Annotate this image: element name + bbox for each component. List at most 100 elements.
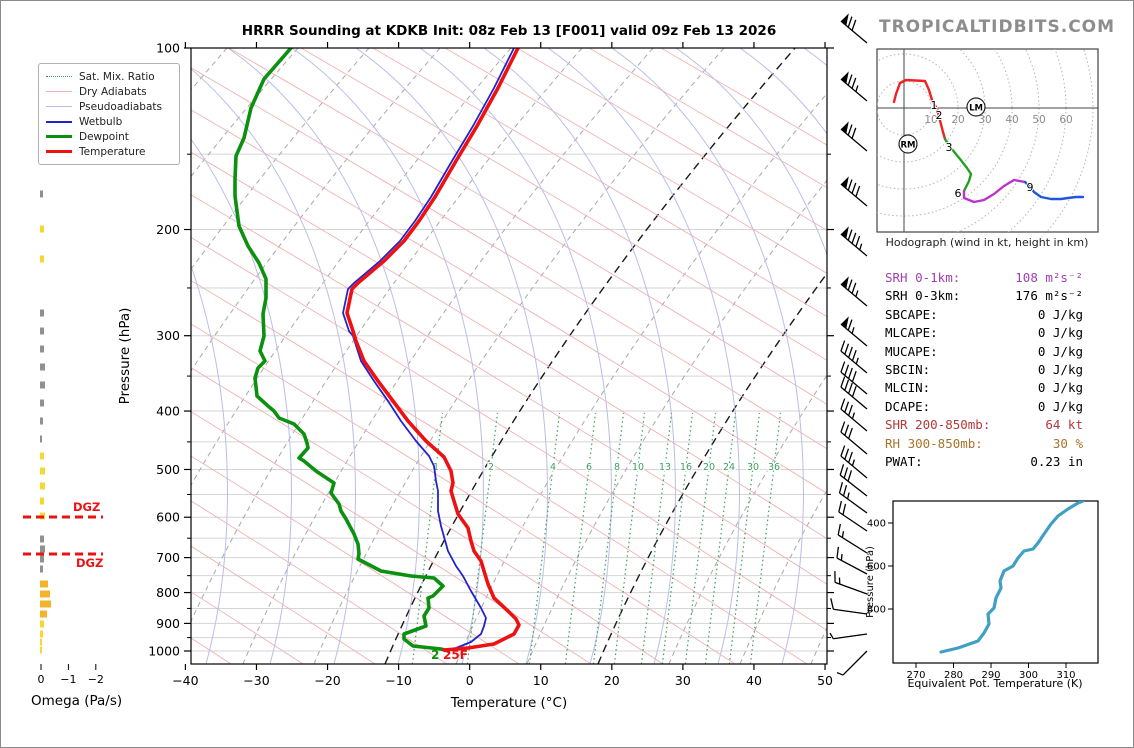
hodograph-plot: 10 20 30 40 50 60 12 3 6 9 LM RM — [876, 48, 1099, 233]
wind-barb — [839, 464, 868, 497]
index-value: 0 J/kg — [1037, 398, 1083, 414]
index-value: 0 J/kg — [1037, 380, 1083, 396]
omega-bar — [40, 565, 43, 573]
x-axis-label: Temperature (°C) — [450, 695, 568, 711]
omega-bar — [40, 646, 42, 654]
index-value: 0.23 in — [1030, 454, 1083, 470]
skewt-background-lines: 1 2 4 6 8 10 13 16 20 24 30 36 — [191, 48, 827, 664]
theta-e-curve — [939, 501, 1085, 654]
index-value: 0 J/kg — [1037, 362, 1083, 378]
omega-bar — [40, 482, 45, 490]
index-row: SBCIN: 0 J/kg — [885, 361, 1083, 379]
index-label: MUCAPE: — [885, 343, 938, 359]
index-row: SBCAPE: 0 J/kg — [885, 306, 1083, 324]
omega-tick-label: 0 — [38, 673, 45, 686]
omega-bar — [40, 620, 44, 628]
omega-bar — [40, 255, 44, 263]
wind-barb — [840, 445, 868, 479]
storm-motion-marker-label: RM — [900, 141, 915, 151]
temp-tick-label: 40 — [746, 673, 762, 688]
main-title: HRRR Sounding at KDKB Init: 08z Feb 13 [… — [242, 23, 776, 39]
mixing-ratio-label: 4 — [550, 462, 556, 473]
index-row: DCAPE: 0 J/kg — [885, 398, 1083, 416]
index-value: 0 J/kg — [1037, 343, 1083, 359]
index-label: MLCIN: — [885, 380, 931, 396]
omega-bar — [40, 467, 45, 475]
wind-barb — [840, 340, 868, 374]
wind-barb — [829, 632, 868, 640]
pressure-tick-label: 200 — [156, 222, 180, 237]
omega-bar — [40, 555, 44, 563]
wind-barb — [840, 376, 868, 410]
hodograph-height-label: 3 — [946, 141, 953, 154]
legend-line-sample — [46, 106, 72, 107]
hodograph-ring-label: 50 — [1032, 114, 1045, 126]
mixing-ratio-label: 13 — [659, 462, 671, 473]
theta-e-chart: 400 600 800 270 280 290 300 310 Equivalent Pot.… — [865, 500, 1099, 690]
hodograph-ring-label: 40 — [1005, 114, 1018, 126]
theta-e-pressure-tick: 600 — [867, 562, 886, 573]
legend-line-sample — [46, 135, 72, 138]
mixing-ratio-label: 6 — [586, 462, 592, 473]
pressure-tick-label: 700 — [156, 550, 180, 565]
legend-line-sample — [46, 91, 72, 92]
hodograph-ring-label: 60 — [1059, 114, 1072, 126]
severe-indices-panel: SRH 0-1km: 108 m²s⁻² SRH 0-3km: 176 m²s⁻² … — [885, 269, 1083, 471]
pressure-tick-label: 800 — [156, 585, 180, 600]
omega-tick-label: −2 — [88, 673, 104, 686]
omega-bar — [40, 630, 43, 638]
wind-barb — [834, 571, 868, 595]
omega-bar — [40, 435, 42, 443]
temp-tick-label: 20 — [604, 673, 620, 688]
index-value: 0 J/kg — [1037, 306, 1083, 322]
legend-item: Pseudoadiabats — [46, 99, 171, 114]
omega-bar — [40, 452, 44, 460]
dgz-label-upper: DGZ — [73, 500, 100, 514]
storm-motion-marker — [966, 97, 986, 117]
wind-barb — [840, 226, 868, 257]
pressure-tick-label: 300 — [156, 328, 180, 343]
legend-line-sample — [46, 150, 72, 153]
legend-item-label: Wetbulb — [79, 115, 123, 128]
plot-border — [190, 47, 828, 665]
wind-barb — [840, 398, 868, 432]
index-row: SHR 200-850mb: 64 kt — [885, 416, 1083, 434]
legend-item: Dry Adiabats — [46, 84, 171, 99]
index-value: 64 kt — [1045, 417, 1083, 433]
wind-barb — [840, 71, 868, 102]
theta-e-temp-tick: 280 — [944, 670, 963, 681]
index-label: SBCIN: — [885, 362, 931, 378]
hodograph-trace-segment — [943, 137, 973, 193]
wind-barb — [837, 523, 868, 554]
mixing-ratio-label: 8 — [614, 462, 620, 473]
theta-e-temp-tick: 310 — [1056, 670, 1075, 681]
wind-barb-column — [829, 13, 868, 676]
surface-dewpoint-label: 2 — [431, 648, 439, 662]
omega-bar — [40, 600, 51, 608]
axis-tick-labels: −40 −30 −20 −10 0 10 20 30 40 50 100 200 300 400 500 60… — [148, 41, 833, 689]
storm-motion-marker-label: LM — [969, 104, 983, 114]
legend-line-sample — [46, 120, 72, 123]
mixing-ratio-label: 24 — [723, 462, 735, 473]
mixing-ratio-label: 20 — [703, 462, 715, 473]
omega-bar — [40, 381, 45, 389]
legend-line-sample — [46, 76, 72, 77]
legend-item-label: Dewpoint — [79, 130, 129, 143]
pressure-tick-label: 600 — [156, 510, 180, 525]
storm-motion-marker — [898, 134, 918, 154]
dgz-label-lower: DGZ — [76, 556, 103, 570]
temp-tick-label: −30 — [243, 673, 269, 688]
mixing-ratio-label: 10 — [632, 462, 644, 473]
omega-bar — [40, 497, 44, 505]
wind-barb — [840, 316, 868, 347]
legend-item: Sat. Mix. Ratio — [46, 69, 171, 84]
omega-bar — [40, 190, 43, 198]
skewt-legend: Sat. Mix. Ratio Dry Adiabats Pseudoadiab… — [38, 63, 180, 165]
index-label: SRH 0-3km: — [885, 288, 961, 304]
hodograph: 10 20 30 40 50 60 12 3 6 9 LM RM — [876, 48, 1099, 233]
temp-tick-label: 50 — [817, 673, 833, 688]
omega-bar — [40, 345, 44, 353]
theta-e-plot: 400 600 800 270 280 290 300 310 — [867, 500, 1099, 681]
index-value: 30 % — [1052, 435, 1083, 451]
pressure-tick-label: 100 — [156, 41, 180, 56]
